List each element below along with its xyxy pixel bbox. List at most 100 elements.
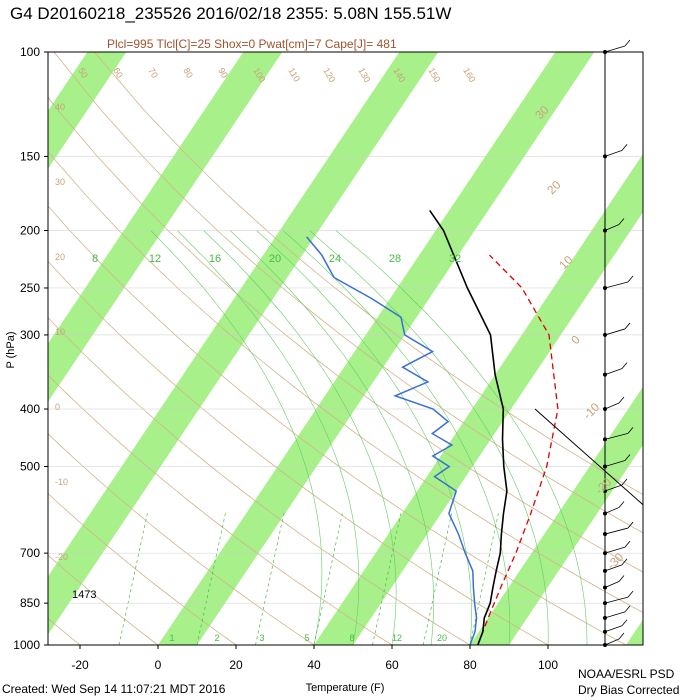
dry-adiabat-label: -20 bbox=[55, 552, 68, 562]
moist-adiabat bbox=[203, 230, 397, 645]
wind-barb bbox=[604, 224, 620, 231]
background-grid bbox=[0, 52, 643, 645]
wind-barb bbox=[604, 564, 623, 572]
dry-adiabat bbox=[48, 433, 315, 645]
dry-adiabat bbox=[0, 52, 2, 645]
wind-barb-feather bbox=[621, 558, 628, 566]
x-tick-label: 60 bbox=[385, 658, 399, 672]
wind-barb-feather bbox=[624, 322, 631, 330]
wind-barb-feather bbox=[624, 540, 631, 548]
wind-barb-feather bbox=[621, 362, 628, 369]
wind-barb bbox=[604, 432, 629, 440]
wind-barb bbox=[604, 507, 620, 514]
mixing-ratio-bottom-label: 5 bbox=[304, 633, 309, 643]
wind-barb bbox=[604, 581, 620, 588]
moist-adiabat bbox=[256, 230, 472, 645]
isotherm-band bbox=[48, 52, 283, 402]
wind-barb bbox=[604, 484, 623, 492]
isotherm-label-top: 60 bbox=[111, 66, 125, 80]
wind-barb-feather bbox=[627, 275, 634, 283]
wind-barb bbox=[604, 638, 620, 646]
wind-barb-feather bbox=[618, 632, 625, 640]
mixing-ratio-bottom-label: 2 bbox=[214, 633, 219, 643]
moist-adiabat bbox=[150, 230, 323, 645]
wind-barb bbox=[604, 281, 629, 289]
y-tick-label: 850 bbox=[20, 596, 40, 610]
wind-barb-feather bbox=[624, 39, 631, 47]
isotherm-label-top: 110 bbox=[286, 66, 302, 83]
mixing-ratio-bottom-label: 12 bbox=[392, 633, 402, 643]
dewpoint-line bbox=[306, 236, 478, 645]
mixing-ratio-line bbox=[255, 513, 285, 645]
chart-subtitle: Plcl=995 Tlcl[C]=25 Shox=0 Pwat[cm]=7 Ca… bbox=[107, 37, 397, 51]
mixing-ratio-bottom-label: 20 bbox=[437, 633, 447, 643]
wind-barb-feather bbox=[621, 144, 628, 151]
moist-adiabat bbox=[282, 230, 510, 645]
mixing-ratio-bottom-label: 8 bbox=[349, 633, 354, 643]
isotherm-band bbox=[626, 619, 643, 645]
wind-barb bbox=[604, 368, 623, 376]
station-elevation-label: 1473 bbox=[72, 589, 96, 601]
mixing-ratio-line bbox=[118, 513, 148, 645]
isotherm-bands bbox=[48, 52, 643, 645]
wind-barb-feather bbox=[621, 619, 628, 627]
isotherm-label-right: -10 bbox=[580, 400, 602, 422]
moist-adiabat bbox=[309, 230, 549, 645]
wind-barb bbox=[604, 402, 620, 410]
wind-barb-feather bbox=[618, 501, 625, 508]
y-tick-label: 250 bbox=[20, 281, 40, 295]
dry-adiabat-label: 0 bbox=[55, 402, 60, 412]
dry-adiabat-label: 40 bbox=[55, 102, 65, 112]
mixing-ratio-line bbox=[196, 513, 226, 645]
mixing-ratio-line bbox=[313, 513, 343, 645]
y-tick-label: 700 bbox=[20, 546, 40, 560]
created-timestamp: Created: Wed Sep 14 11:07:21 MDT 2016 bbox=[2, 682, 226, 696]
mixing-ratio-label: 20 bbox=[269, 253, 281, 265]
dry-adiabat-label: 10 bbox=[55, 327, 65, 337]
wind-barb-feather bbox=[618, 575, 625, 582]
wind-barb-feather bbox=[618, 396, 625, 404]
isotherm-label-top: 50 bbox=[76, 66, 90, 80]
isotherm-label-top: 80 bbox=[181, 66, 195, 80]
isotherm-band bbox=[48, 52, 127, 169]
wind-barb bbox=[604, 45, 626, 53]
moist-adiabat bbox=[177, 230, 360, 645]
isotherm-label-top: 150 bbox=[426, 66, 442, 84]
wind-barb bbox=[604, 596, 629, 604]
wind-barb bbox=[604, 328, 626, 336]
mixing-ratio-label: 8 bbox=[92, 253, 98, 265]
credit-line-1: NOAA/ESRL PSD bbox=[578, 667, 675, 681]
x-tick-label: 0 bbox=[155, 658, 162, 672]
isotherm-label-top: 70 bbox=[146, 66, 160, 80]
x-tick-label: 40 bbox=[307, 658, 321, 672]
isotherm-label-top: 130 bbox=[356, 66, 372, 84]
isotherm-label-top: 90 bbox=[216, 66, 230, 80]
wind-barb bbox=[604, 527, 629, 535]
dry-adiabat-label: -10 bbox=[55, 477, 68, 487]
wind-barb bbox=[604, 546, 626, 554]
mixing-ratio-line bbox=[372, 513, 402, 645]
x-tick-label: -20 bbox=[71, 658, 89, 672]
plot-frame bbox=[47, 51, 644, 646]
y-tick-label: 400 bbox=[20, 402, 40, 416]
wind-barb-feather bbox=[627, 521, 634, 529]
y-tick-label: 200 bbox=[20, 224, 40, 238]
y-tick-label: 150 bbox=[20, 149, 40, 163]
x-tick-label: 80 bbox=[463, 658, 477, 672]
chart-title: G4 D20160218_235526 2016/02/18 2355: 5.0… bbox=[10, 4, 452, 23]
mixing-ratio-label: 12 bbox=[149, 253, 161, 265]
mixing-ratio-bottom-label: 1 bbox=[169, 633, 174, 643]
mixing-ratio-label: 32 bbox=[449, 253, 461, 265]
wind-barb-feather bbox=[627, 427, 634, 434]
wind-barb bbox=[604, 625, 623, 633]
dry-adiabat-label: 20 bbox=[55, 252, 65, 262]
mixing-ratio-label: 24 bbox=[329, 253, 341, 265]
x-tick-label: 100 bbox=[538, 658, 558, 672]
y-tick-label: 1000 bbox=[13, 638, 40, 652]
dry-adiabat-label: 30 bbox=[55, 177, 65, 187]
wind-barb-feather bbox=[627, 590, 634, 598]
isotherm-band bbox=[314, 153, 643, 645]
y-tick-label: 100 bbox=[20, 45, 40, 59]
wind-barb bbox=[604, 460, 626, 467]
